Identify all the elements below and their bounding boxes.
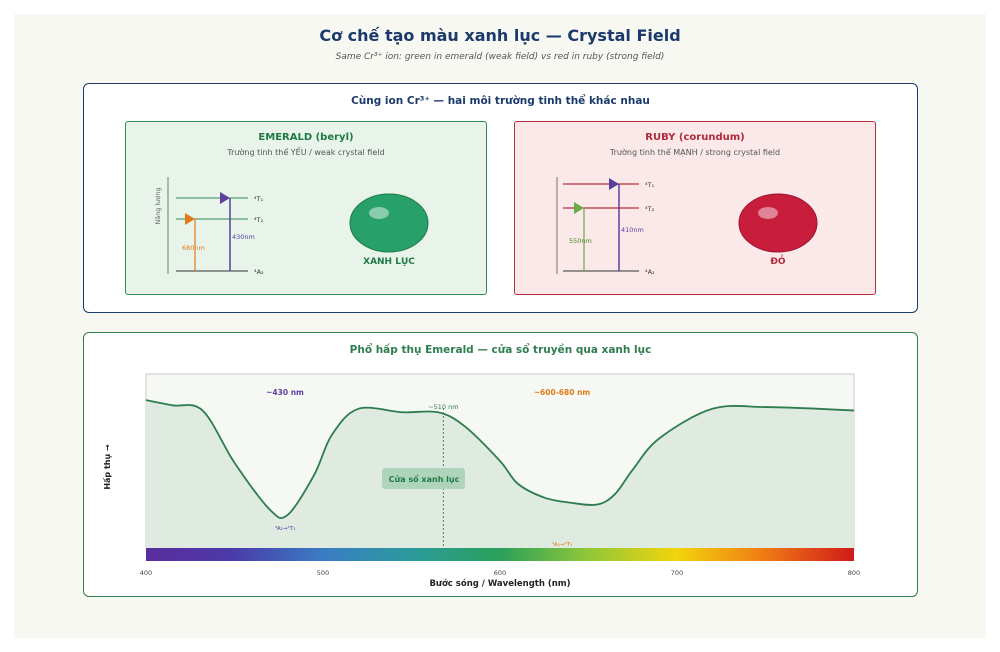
ruby-energy-diagram: ⁴T₁ ⁴T₂ ⁴A₂ 550nm 410nm — [556, 177, 818, 276]
spectrum-panel-title: Phổ hấp thụ Emerald — cửa sổ truyền qua … — [349, 344, 652, 356]
absorption-area — [146, 400, 854, 548]
window-box — [382, 468, 465, 489]
ruby-subtitle: Trường tinh thể MẠNH / strong crystal fi… — [609, 148, 781, 157]
transition1-label: ⁴A₂→⁴T₁ — [275, 525, 296, 532]
transition-high-label: 430nm — [232, 233, 255, 241]
level-ground-label: ⁴A₂ — [254, 268, 264, 276]
transition-low-label: 550nm — [569, 237, 592, 245]
emerald-gem-highlight — [369, 207, 389, 219]
level-t2-label: ⁴T₂ — [254, 216, 264, 224]
transition2-label: ⁴A₂→⁴T₂ — [552, 541, 573, 548]
crystal-comparison-panel: Cùng ion Cr³⁺ — hai môi trường tinh thể … — [83, 83, 918, 313]
visible-spectrum-bar — [146, 548, 854, 561]
transition-low-arrow — [185, 213, 195, 225]
level-ground-label: ⁴A₂ — [645, 268, 655, 276]
transition-high-arrow — [609, 178, 619, 190]
emerald-card: EMERALD (beryl) Trường tinh thể YẾU / we… — [125, 121, 487, 295]
level-t1-label: ⁴T₁ — [254, 195, 264, 203]
level-t2-label: ⁴T₂ — [645, 205, 655, 213]
peak2-label: ~600-680 nm — [534, 388, 591, 397]
page-title: Cơ chế tạo màu xanh lục — Crystal Field — [319, 26, 681, 45]
level-t1-label: ⁴T₁ — [645, 181, 655, 189]
y-axis-label: Hấp thụ → — [102, 444, 112, 490]
absorption-curve — [145, 399, 855, 520]
transition-high-label: 410nm — [621, 226, 644, 234]
ruby-gem-highlight — [758, 207, 778, 219]
window-wavelength-label: ~510 nm — [428, 403, 458, 411]
ruby-card: RUBY (corundum) Trường tinh thể MẠNH / s… — [514, 121, 876, 295]
emerald-gem — [349, 193, 429, 253]
emerald-energy-diagram: Năng lượng ⁴T₁ ⁴T₂ ⁴A₂ 680nm 430nm — [154, 177, 429, 276]
emerald-color-label: XANH LỤC — [363, 257, 415, 267]
energy-axis-label: Năng lượng — [154, 187, 162, 224]
x-tick-label: 500 — [317, 569, 329, 577]
window-box-label: Cửa sổ xanh lục — [389, 473, 460, 484]
x-tick-label: 600 — [494, 569, 506, 577]
x-axis-label: Bước sóng / Wavelength (nm) — [429, 578, 570, 589]
x-ticks: 400 500 600 700 800 — [140, 569, 860, 577]
x-tick-label: 700 — [671, 569, 683, 577]
transition-low-arrow — [574, 202, 584, 214]
transition-high-arrow — [220, 192, 230, 204]
peak1-label: ~430 nm — [266, 388, 304, 397]
transition-low-label: 680nm — [182, 244, 205, 252]
ruby-gem — [738, 193, 818, 253]
ruby-title: RUBY (corundum) — [645, 132, 745, 143]
x-tick-label: 400 — [140, 569, 152, 577]
x-tick-label: 800 — [848, 569, 860, 577]
ruby-color-label: ĐỎ — [770, 257, 786, 267]
page-subtitle: Same Cr³⁺ ion: green in emerald (weak fi… — [335, 52, 665, 62]
comparison-panel-title: Cùng ion Cr³⁺ — hai môi trường tinh thể … — [351, 95, 650, 107]
emerald-subtitle: Trường tinh thể YẾU / weak crystal field — [227, 148, 385, 157]
emerald-title: EMERALD (beryl) — [258, 132, 354, 143]
